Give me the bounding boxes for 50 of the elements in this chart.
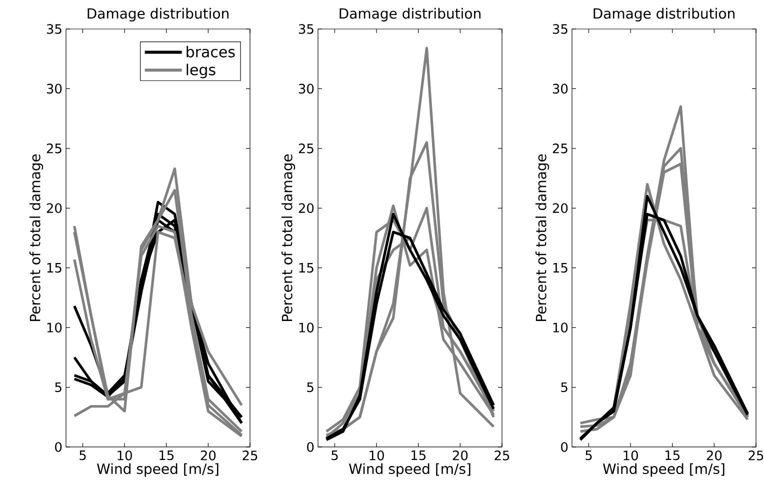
y-axis-title: Percent of total damage — [30, 154, 44, 321]
x-axis-title: Wind speed [m/s] — [97, 463, 218, 477]
legend-label: legs — [186, 64, 216, 78]
y-tick-label: 30 — [552, 84, 568, 94]
x-tick-label: 25 — [242, 450, 258, 460]
y-tick-label: 15 — [553, 263, 568, 273]
y-tick-label: 5 — [55, 382, 62, 392]
y-axis-title: Percent of total damage — [282, 154, 296, 321]
y-tick-label: 20 — [552, 203, 568, 214]
y-tick-label: 10 — [553, 322, 568, 332]
chart-title: Damage distribution — [340, 8, 480, 22]
chart-title: Damage distribution — [594, 8, 734, 22]
chart-title: Damage distribution — [88, 8, 228, 22]
y-axis-title: Percent of total damage — [536, 154, 550, 321]
y-tick-label: 10 — [47, 322, 62, 332]
x-tick-label: 15 — [412, 450, 426, 460]
legend-label: braces — [186, 46, 235, 58]
x-tick-label: 25 — [494, 450, 510, 460]
y-tick-label: 5 — [561, 382, 568, 392]
y-tick-label: 30 — [46, 84, 62, 94]
y-tick-label: 25 — [298, 144, 314, 154]
y-tick-label: 0 — [55, 442, 62, 452]
x-tick-label: 20 — [200, 450, 216, 460]
y-tick-label: 15 — [47, 263, 62, 273]
x-axis-title: Wind speed [m/s] — [348, 463, 470, 477]
x-tick-label: 20 — [706, 450, 722, 460]
x-tick-label: 10 — [370, 450, 384, 460]
x-axis-title: Wind speed [m/s] — [602, 463, 724, 477]
x-tick-label: 5 — [332, 450, 338, 460]
x-tick-label: 15 — [666, 450, 680, 460]
x-tick-label: 5 — [80, 450, 86, 460]
y-tick-label: 20 — [298, 203, 314, 214]
y-tick-label: 10 — [299, 322, 314, 332]
y-tick-label: 25 — [46, 144, 62, 154]
y-tick-label: 0 — [307, 442, 314, 452]
y-tick-label: 35 — [46, 24, 62, 34]
x-tick-label: 20 — [452, 450, 468, 460]
y-tick-label: 35 — [298, 24, 314, 34]
y-tick-label: 15 — [299, 263, 314, 273]
y-tick-label: 0 — [561, 442, 568, 452]
y-tick-label: 30 — [298, 84, 314, 94]
y-tick-label: 35 — [552, 24, 568, 34]
y-tick-label: 20 — [46, 203, 62, 214]
x-tick-label: 10 — [118, 450, 132, 460]
y-tick-label: 5 — [307, 382, 314, 392]
x-tick-label: 5 — [586, 450, 592, 460]
x-tick-label: 15 — [160, 450, 174, 460]
x-tick-label: 10 — [624, 450, 638, 460]
x-tick-label: 25 — [748, 450, 764, 460]
y-tick-label: 25 — [552, 144, 568, 154]
